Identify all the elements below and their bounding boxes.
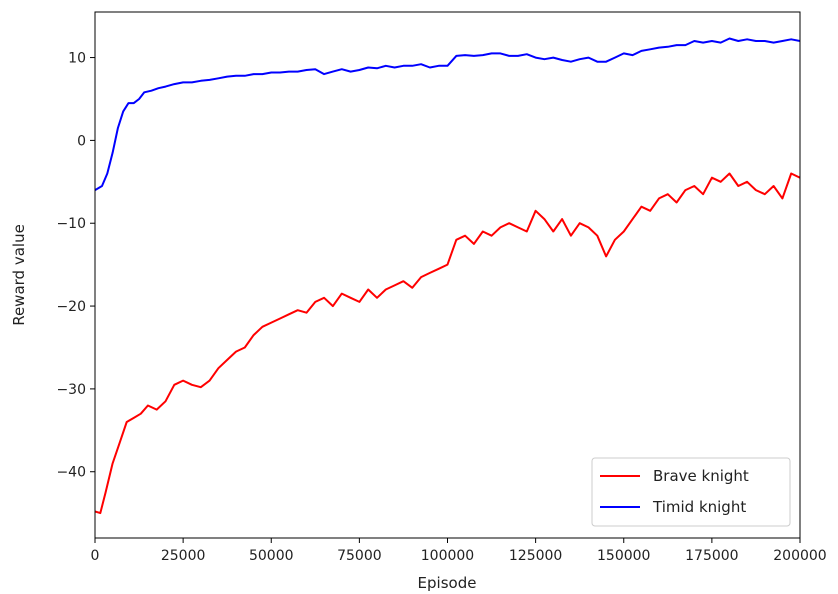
x-tick-label: 125000: [509, 548, 562, 564]
series-line-timid-knight: [95, 37, 800, 191]
y-tick-label: 10: [68, 51, 86, 67]
y-tick-label: −40: [56, 465, 86, 481]
legend-label-brave-knight: Brave knight: [653, 467, 749, 485]
x-tick-label: 100000: [421, 548, 474, 564]
x-tick-label: 25000: [161, 548, 206, 564]
series-layer: [95, 37, 800, 515]
x-tick-label: 50000: [249, 548, 294, 564]
legend: Brave knight Timid knight: [591, 457, 791, 527]
legend-box: [591, 457, 791, 527]
x-tick-label: 0: [91, 548, 100, 564]
legend-label-timid-knight: Timid knight: [652, 498, 746, 516]
y-tick-label: −20: [56, 299, 86, 315]
y-axis-label: Reward value: [10, 224, 28, 326]
y-tick-label: −10: [56, 216, 86, 232]
x-tick-label: 150000: [597, 548, 650, 564]
y-ticks: −40 −30 −20 −10 0 10: [56, 51, 95, 481]
x-ticks: 0 25000 50000 75000 100000 125000 150000 175000…: [91, 538, 827, 564]
x-tick-label: 175000: [685, 548, 738, 564]
y-tick-label: 0: [77, 133, 86, 149]
x-axis-label: Episode: [418, 574, 477, 592]
series-line-brave-knight: [95, 172, 800, 515]
x-tick-label: 75000: [337, 548, 382, 564]
x-tick-label: 200000: [773, 548, 826, 564]
y-tick-label: −30: [56, 382, 86, 398]
